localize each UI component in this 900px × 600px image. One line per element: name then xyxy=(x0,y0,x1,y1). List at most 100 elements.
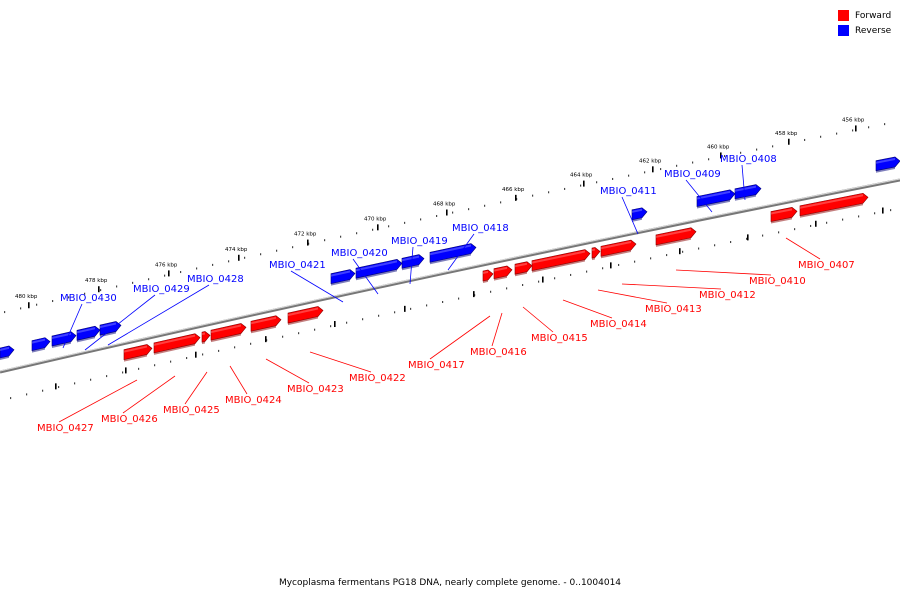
svg-text:MBIO_0427: MBIO_0427 xyxy=(37,423,94,434)
major-tick xyxy=(720,152,722,159)
gene-label-mbio-0423: MBIO_0423 xyxy=(265,358,344,395)
gene-labels: MBIO_0408 MBIO_0409 MBIO_0411 MBIO_0418 MBIO… xyxy=(37,154,855,434)
svg-text:MBIO_0424: MBIO_0424 xyxy=(225,395,282,406)
gene-label-mbio-0424: MBIO_0424 xyxy=(225,365,282,406)
gene-label-mbio-0410: MBIO_0410 xyxy=(675,269,806,287)
tick-label: 478 kbp xyxy=(85,278,108,284)
gene-label-mbio-0416: MBIO_0416 xyxy=(470,312,527,358)
gene-arrow xyxy=(696,189,736,209)
svg-text:MBIO_0407: MBIO_0407 xyxy=(798,260,855,271)
gene-arrow xyxy=(287,306,324,326)
svg-text:MBIO_0412: MBIO_0412 xyxy=(699,290,756,301)
ticks: 456 kbp 458 kbp 460 kbp 462 kbp 464 kbp 466 k… xyxy=(4,117,892,400)
gene-label-mbio-0427: MBIO_0427 xyxy=(37,379,138,434)
major-tick xyxy=(238,254,240,261)
major-tick-lower xyxy=(473,291,475,298)
major-tick xyxy=(307,239,309,246)
gene-label-mbio-0409: MBIO_0409 xyxy=(664,169,721,213)
svg-text:MBIO_0430: MBIO_0430 xyxy=(60,293,117,304)
tick-label: 470 kbp xyxy=(364,216,387,222)
gene-label-mbio-0413: MBIO_0413 xyxy=(597,289,702,315)
major-tick-lower xyxy=(195,351,197,358)
gene-arrow xyxy=(31,337,51,353)
gene-arrow xyxy=(330,269,356,286)
svg-text:MBIO_0410: MBIO_0410 xyxy=(749,276,806,287)
gene-label-mbio-0414: MBIO_0414 xyxy=(562,299,647,330)
svg-text:MBIO_0408: MBIO_0408 xyxy=(720,154,777,165)
gene-arrow xyxy=(875,156,900,173)
major-tick xyxy=(788,138,790,145)
gene-arrow xyxy=(429,243,477,265)
svg-text:MBIO_0429: MBIO_0429 xyxy=(133,284,190,295)
caption: Mycoplasma fermentans PG18 DNA, nearly c… xyxy=(278,578,622,588)
major-tick-lower xyxy=(334,321,336,328)
backbone xyxy=(0,178,900,374)
tick-label: 462 kbp xyxy=(639,158,662,164)
major-tick-lower xyxy=(125,367,127,374)
major-tick xyxy=(515,194,517,201)
svg-text:MBIO_0409: MBIO_0409 xyxy=(664,169,721,180)
gene-arrow xyxy=(0,345,15,360)
svg-text:MBIO_0428: MBIO_0428 xyxy=(187,274,244,285)
svg-text:MBIO_0418: MBIO_0418 xyxy=(452,223,509,234)
gene-arrow xyxy=(201,331,211,345)
major-tick xyxy=(377,224,379,231)
major-tick-lower xyxy=(404,305,406,312)
gene-label-mbio-0415: MBIO_0415 xyxy=(522,306,588,344)
major-tick xyxy=(98,286,100,293)
svg-text:MBIO_0425: MBIO_0425 xyxy=(163,405,220,416)
gene-arrow xyxy=(631,207,648,222)
major-tick-lower xyxy=(815,220,817,227)
gene-label-mbio-0421: MBIO_0421 xyxy=(269,260,344,303)
gene-arrow xyxy=(355,259,403,281)
tick-label: 466 kbp xyxy=(502,187,525,193)
major-tick xyxy=(168,270,170,277)
svg-text:MBIO_0422: MBIO_0422 xyxy=(349,373,406,384)
tick-label: 460 kbp xyxy=(707,144,730,150)
gene-label-mbio-0426: MBIO_0426 xyxy=(101,375,176,425)
legend-reverse-label: Reverse xyxy=(855,25,892,36)
gene-label-mbio-0419: MBIO_0419 xyxy=(391,236,448,285)
svg-text:MBIO_0416: MBIO_0416 xyxy=(470,347,527,358)
reverse-genes xyxy=(0,156,900,360)
major-tick-lower xyxy=(55,383,57,390)
gene-label-mbio-0408: MBIO_0408 xyxy=(720,154,777,201)
gene-arrow xyxy=(493,265,513,281)
tick-label: 472 kbp xyxy=(294,232,317,238)
major-tick-lower xyxy=(542,276,544,283)
major-tick xyxy=(652,166,654,173)
gene-label-mbio-0428: MBIO_0428 xyxy=(107,274,244,346)
gene-label-mbio-0407: MBIO_0407 xyxy=(785,237,855,271)
gene-label-mbio-0425: MBIO_0425 xyxy=(163,371,220,416)
major-tick-lower xyxy=(679,248,681,255)
svg-text:MBIO_0423: MBIO_0423 xyxy=(287,384,344,395)
gene-arrow xyxy=(51,331,77,349)
gene-label-mbio-0420: MBIO_0420 xyxy=(331,248,388,295)
major-tick-lower xyxy=(882,207,884,214)
svg-text:MBIO_0413: MBIO_0413 xyxy=(645,304,702,315)
tick-label: 458 kbp xyxy=(775,131,798,137)
gene-label-mbio-0418: MBIO_0418 xyxy=(447,223,509,271)
gene-arrow xyxy=(600,239,637,259)
forward-genes xyxy=(123,192,869,362)
tick-label: 456 kbp xyxy=(842,117,865,123)
major-tick xyxy=(855,125,857,132)
gene-arrow xyxy=(401,254,425,271)
gene-arrow xyxy=(591,247,601,261)
tick-label: 474 kbp xyxy=(225,247,248,253)
svg-text:MBIO_0415: MBIO_0415 xyxy=(531,333,588,344)
legend-reverse: Reverse xyxy=(838,23,891,38)
major-tick xyxy=(28,302,30,309)
svg-text:MBIO_0419: MBIO_0419 xyxy=(391,236,448,247)
gene-arrow xyxy=(770,207,798,224)
legend-forward-label: Forward xyxy=(855,10,892,21)
tick-label: 476 kbp xyxy=(155,262,178,268)
major-tick xyxy=(446,209,448,216)
gene-arrow xyxy=(531,249,591,273)
svg-text:MBIO_0417: MBIO_0417 xyxy=(408,360,465,371)
gene-arrow xyxy=(482,269,494,283)
forward-swatch xyxy=(838,10,849,21)
legend: Forward Reverse xyxy=(838,8,891,38)
gene-label-mbio-0429: MBIO_0429 xyxy=(84,284,190,351)
gene-label-mbio-0422: MBIO_0422 xyxy=(309,351,406,384)
